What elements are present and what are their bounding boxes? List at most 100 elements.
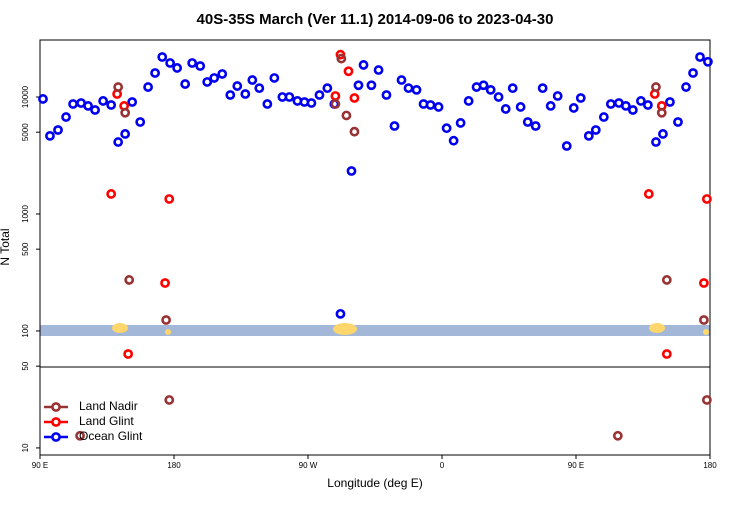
point: [658, 129, 668, 139]
point: [598, 112, 609, 122]
point: [120, 129, 131, 139]
point: [160, 278, 170, 288]
point: [124, 275, 135, 285]
point: [665, 97, 675, 107]
point: [681, 82, 691, 92]
point: [180, 79, 191, 89]
point: [232, 81, 243, 91]
y-tick-label: 50: [21, 361, 30, 370]
y-tick-label: 10: [21, 443, 30, 452]
point: [485, 84, 496, 95]
point: [493, 92, 504, 102]
point: [195, 61, 206, 71]
point: [113, 137, 124, 147]
point: [45, 130, 55, 141]
point: [478, 80, 489, 91]
point: [240, 89, 251, 99]
legend-marker: [51, 432, 61, 442]
point: [217, 69, 228, 79]
x-tick-label: 90 E: [568, 461, 584, 470]
point: [358, 60, 369, 70]
legend-label: Land Glint: [79, 414, 134, 428]
point: [38, 94, 48, 104]
point: [202, 77, 213, 87]
point: [561, 141, 572, 151]
point: [254, 83, 265, 94]
point: [322, 83, 333, 94]
land-blobs: [112, 323, 709, 335]
point: [455, 118, 466, 128]
legend-marker: [51, 417, 61, 427]
point: [583, 130, 594, 141]
point: [90, 105, 100, 115]
point: [53, 125, 63, 135]
point: [673, 117, 683, 127]
point: [284, 92, 295, 102]
point: [150, 68, 160, 78]
point: [343, 66, 354, 77]
point: [389, 121, 400, 131]
point: [507, 83, 518, 94]
point: [346, 166, 357, 176]
point: [537, 83, 548, 94]
point: [661, 349, 672, 359]
y-tick-label: 100: [21, 324, 30, 338]
point: [164, 395, 175, 405]
point: [349, 93, 360, 103]
point: [269, 73, 280, 83]
point: [500, 104, 511, 114]
point: [135, 117, 146, 127]
point: [545, 101, 556, 111]
x-tick-label: 180: [703, 461, 717, 470]
point: [314, 90, 325, 100]
chart-title: 40S-35S March (Ver 11.1) 2014-09-06 to 2…: [197, 11, 554, 28]
point: [605, 99, 616, 109]
point: [83, 101, 93, 111]
point: [695, 52, 705, 62]
point: [396, 75, 407, 85]
point: [172, 63, 183, 73]
point: [106, 100, 117, 110]
x-axis-label: Longitude (deg E): [327, 476, 422, 490]
point: [335, 308, 346, 319]
y-tick-label: 1000: [21, 205, 30, 223]
point: [113, 82, 124, 92]
point: [522, 117, 533, 127]
point: [590, 125, 601, 135]
point: [411, 84, 422, 95]
point: [187, 58, 198, 68]
point: [143, 82, 153, 92]
legend-label: Ocean Glint: [79, 429, 143, 443]
plot-frame: [39, 39, 711, 456]
point: [575, 93, 586, 103]
point: [643, 189, 654, 199]
point: [552, 91, 563, 101]
point: [366, 80, 377, 91]
point: [703, 56, 713, 67]
point: [688, 68, 698, 78]
point: [643, 100, 653, 110]
point: [425, 100, 436, 110]
point: [698, 315, 709, 325]
y-tick-label: 5000: [21, 123, 30, 141]
point: [123, 349, 134, 359]
point: [209, 73, 220, 83]
point: [441, 123, 452, 134]
point: [330, 99, 341, 109]
point: [448, 135, 459, 146]
point: [127, 97, 138, 107]
point: [306, 98, 317, 108]
point: [651, 137, 661, 147]
y-tick-label: 10000: [21, 85, 30, 108]
legend-label: Land Nadir: [79, 399, 138, 413]
point: [120, 107, 131, 118]
point: [330, 91, 341, 101]
point: [433, 102, 444, 112]
point: [336, 53, 347, 64]
point: [247, 75, 258, 85]
point: [620, 101, 631, 111]
point: [68, 99, 78, 109]
point: [701, 194, 712, 204]
point: [106, 189, 117, 199]
ocean-band: [40, 325, 710, 336]
